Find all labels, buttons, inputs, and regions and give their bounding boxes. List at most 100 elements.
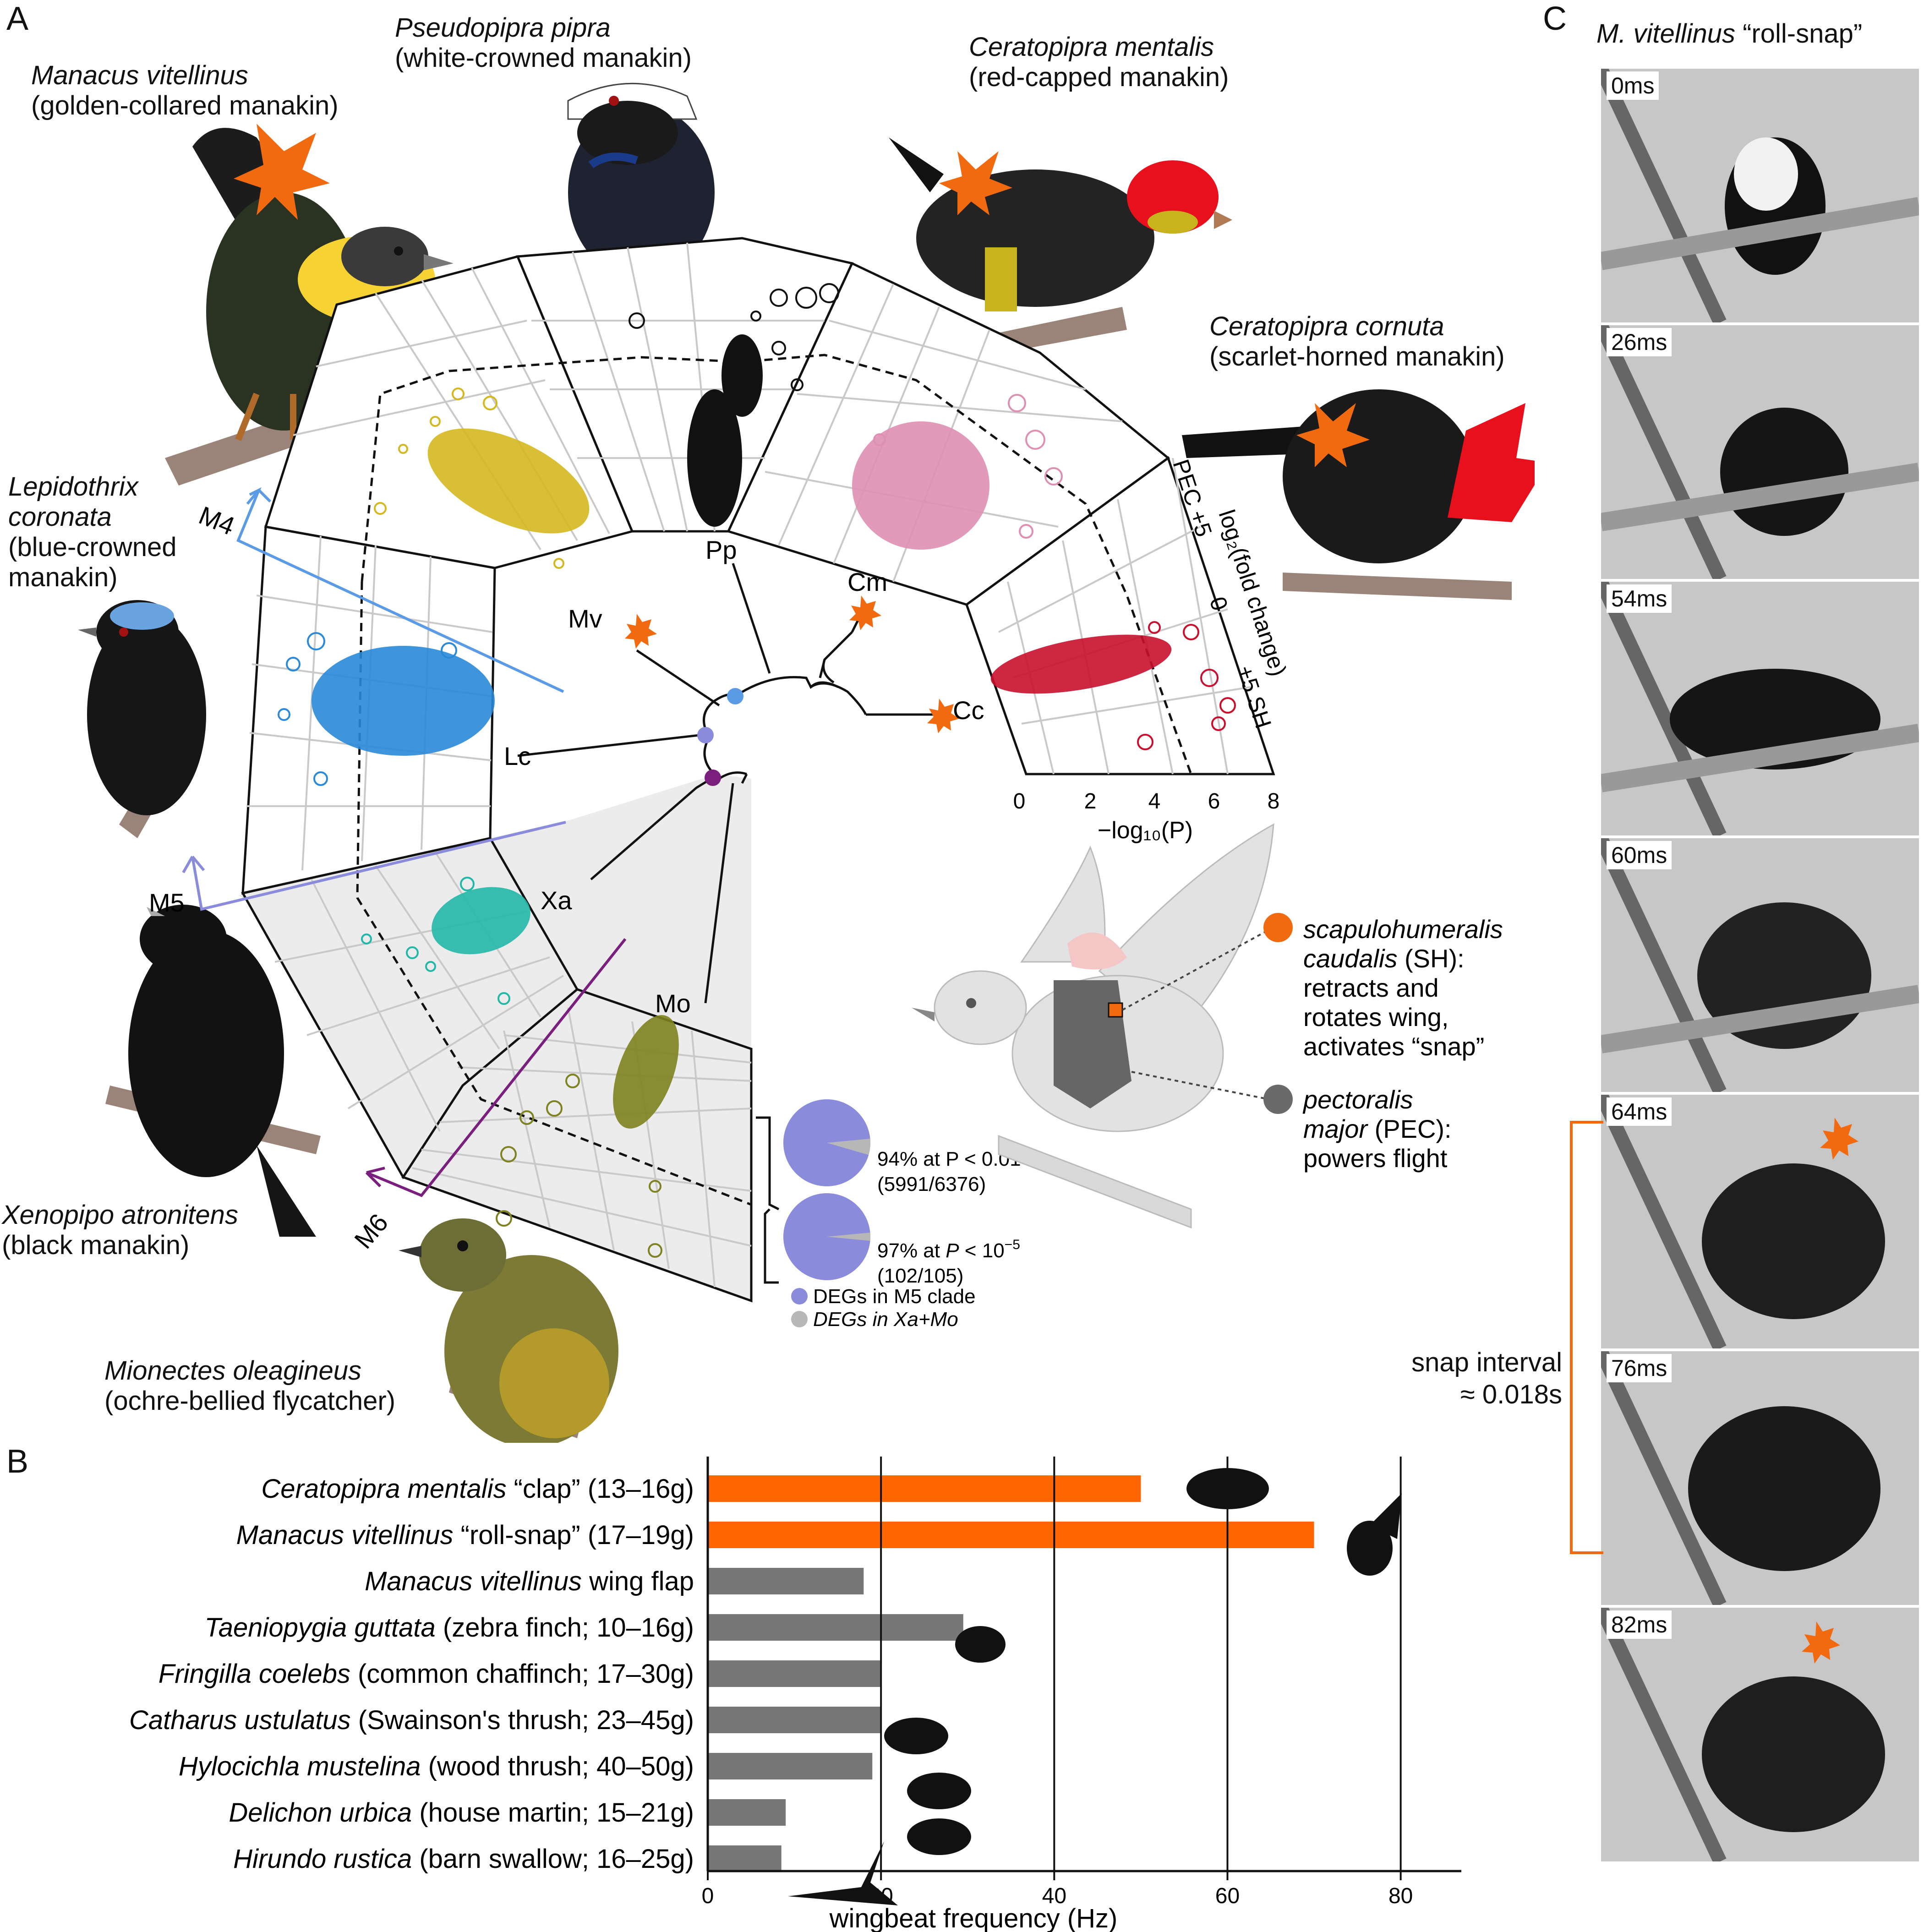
- snap-interval-bracket: [1570, 1121, 1603, 1554]
- snap-icon-frame-82: [1802, 1621, 1840, 1664]
- video-frame: 54ms: [1601, 582, 1919, 835]
- svg-text:powers flight: powers flight: [1303, 1144, 1448, 1173]
- video-frame: 60ms: [1601, 838, 1919, 1092]
- pec-description: pectoralis major (PEC): powers flight: [1302, 1085, 1452, 1173]
- volcano-cloud-mv: [374, 387, 590, 569]
- bar-category-label: Hylocichla mustelina (wood thrush; 40–50…: [179, 1752, 694, 1781]
- svg-text:6: 6: [1208, 789, 1220, 813]
- panel-a-figure: Mv Pp Cm Cc Lc Xa Mo M4 M5 M6 0 2 4 6 8 …: [78, 82, 1535, 1443]
- species-label-lc: Lepidothrix coronata (blue-crowned manakin): [8, 472, 177, 592]
- tip-label-xa: Xa: [541, 886, 572, 915]
- volcano-x-axis: 0 2 4 6 8 −log₁₀(P): [1013, 789, 1280, 844]
- bar-category-label: Manacus vitellinus wing flap: [365, 1566, 694, 1596]
- volcano-cloud-pp: [629, 283, 839, 527]
- frame-timestamp: 82ms: [1607, 1610, 1672, 1639]
- snap-interval-label: snap interval ≈ 0.018s: [1411, 1348, 1562, 1409]
- bar: [708, 1753, 873, 1779]
- pie-1-count: (5991/6376): [877, 1173, 986, 1195]
- video-frame: 76ms: [1601, 1351, 1919, 1605]
- bar: [708, 1614, 963, 1641]
- sh-description: scapulohumeralis caudalis (SH): retracts…: [1303, 915, 1503, 1061]
- svg-text:pectoralis: pectoralis: [1302, 1085, 1413, 1114]
- bird-lc-illustration: [78, 600, 206, 838]
- bird-silhouettes: [788, 1468, 1402, 1905]
- clade-m5: M5: [149, 821, 566, 917]
- x-tick-label: 80: [1388, 1884, 1413, 1908]
- frame-timestamp: 64ms: [1607, 1097, 1672, 1126]
- svg-text:scapulohumeralis: scapulohumeralis: [1303, 915, 1503, 944]
- frame-timestamp: 76ms: [1607, 1354, 1672, 1382]
- frame-timestamp: 0ms: [1607, 71, 1659, 100]
- volcano-cloud-cc: [990, 621, 1236, 750]
- bar-category-label: Catharus ustulatus (Swainson's thrush; 2…: [129, 1705, 694, 1735]
- pie-chart-2: [783, 1193, 870, 1280]
- bar: [708, 1660, 881, 1687]
- video-frame: 82ms: [1601, 1608, 1919, 1861]
- species-label-cc: Ceratopipra cornuta (scarlet-horned manak…: [1209, 311, 1505, 371]
- pec-muscle-dot: [1263, 1085, 1293, 1114]
- video-frame: 0ms: [1601, 69, 1919, 322]
- node-m6: [705, 770, 721, 786]
- bar: [708, 1568, 864, 1594]
- bar: [708, 1707, 881, 1733]
- legend-swatch-xamo: [791, 1311, 808, 1327]
- bar-category-label: Fringilla coelebs (common chaffinch; 17–…: [159, 1659, 694, 1689]
- svg-text:activates “snap”: activates “snap”: [1303, 1032, 1484, 1061]
- svg-text:M5: M5: [149, 888, 185, 917]
- legend-swatch-m5: [791, 1288, 808, 1304]
- bar: [708, 1845, 782, 1872]
- pie-1-label: 94% at P < 0.01: [877, 1148, 1021, 1170]
- frame-timestamp: 54ms: [1607, 584, 1672, 613]
- frame-timestamp: 26ms: [1607, 328, 1672, 356]
- silhouette-swallow: [788, 1841, 898, 1905]
- legend-label-xamo: DEGs in Xa+Mo: [813, 1308, 958, 1331]
- legend-label-m5: DEGs in M5 clade: [813, 1285, 976, 1308]
- panel-letter-a: A: [6, 0, 29, 37]
- tip-label-cc: Cc: [953, 696, 984, 725]
- x-tick-label: 0: [702, 1884, 714, 1908]
- frame-timestamp: 60ms: [1607, 841, 1672, 869]
- svg-text:M6: M6: [349, 1208, 394, 1254]
- bar-category-label: Taeniopygia guttata (zebra finch; 10–16g…: [205, 1613, 694, 1643]
- species-label-xa: Xenopipo atronitens (black manakin): [2, 1200, 238, 1260]
- silhouette-chaffinch: [884, 1718, 948, 1754]
- silhouette-swainsons-thrush: [907, 1773, 971, 1809]
- snap-icon-mv: [625, 614, 657, 649]
- bar-category-label: Hirundo rustica (barn swallow; 16–25g): [233, 1844, 694, 1874]
- bar-category-label: Manacus vitellinus “roll-snap” (17–19g): [236, 1520, 694, 1550]
- bar: [708, 1799, 786, 1826]
- species-label-pp: Pseudopipra pipra (white-crowned manakin): [395, 13, 692, 73]
- svg-text:M4: M4: [195, 501, 239, 541]
- bar: [708, 1475, 1141, 1502]
- sh-muscle-dot: [1263, 913, 1293, 942]
- panel-letter-c: C: [1543, 0, 1567, 37]
- pie-2-count: (102/105): [877, 1265, 963, 1287]
- volcano-cloud-mo: [496, 1015, 679, 1258]
- panel-c-title: M. vitellinus “roll-snap”: [1596, 19, 1863, 49]
- snap-icon-cm: [849, 595, 881, 630]
- bar-category-label: Delichon urbica (house martin; 15–21g): [229, 1798, 694, 1828]
- muscle-diagram: [912, 823, 1274, 1229]
- video-frame: 64ms: [1601, 1095, 1919, 1348]
- svg-text:4: 4: [1148, 789, 1161, 813]
- bird-xa-illustration: [105, 905, 321, 1237]
- wingbeat-bar-chart: Ceratopipra mentalis “clap” (13–16g) Mana…: [129, 1457, 1461, 1932]
- silhouette-zebra-finch: [955, 1626, 1006, 1663]
- bar-category-label: Ceratopipra mentalis “clap” (13–16g): [261, 1474, 694, 1504]
- tip-label-lc: Lc: [504, 742, 531, 770]
- x-tick-label: 40: [1042, 1884, 1066, 1908]
- video-frame-strip: 0ms 26ms 54ms 60ms 64ms 76ms 82ms: [1601, 69, 1919, 1864]
- pie-bracket: [756, 1116, 780, 1284]
- silhouette-mv-wing: [1370, 1493, 1402, 1539]
- svg-text:major (PEC):: major (PEC):: [1303, 1114, 1452, 1143]
- species-label-mo: Mionectes oleagineus (ochre-bellied flyca…: [104, 1356, 396, 1416]
- panel-letter-b: B: [6, 1443, 29, 1480]
- snap-icon-frame-64: [1820, 1118, 1858, 1160]
- svg-text:rotates wing,: rotates wing,: [1303, 1003, 1449, 1031]
- pie-chart-1: [783, 1099, 870, 1186]
- svg-text:8: 8: [1268, 789, 1280, 813]
- x-axis-label: wingbeat frequency (Hz): [829, 1904, 1118, 1932]
- video-frame: 26ms: [1601, 325, 1919, 579]
- snap-icon-cc: [927, 699, 959, 733]
- species-label-cm: Ceratopipra mentalis (red-capped manakin): [969, 32, 1229, 92]
